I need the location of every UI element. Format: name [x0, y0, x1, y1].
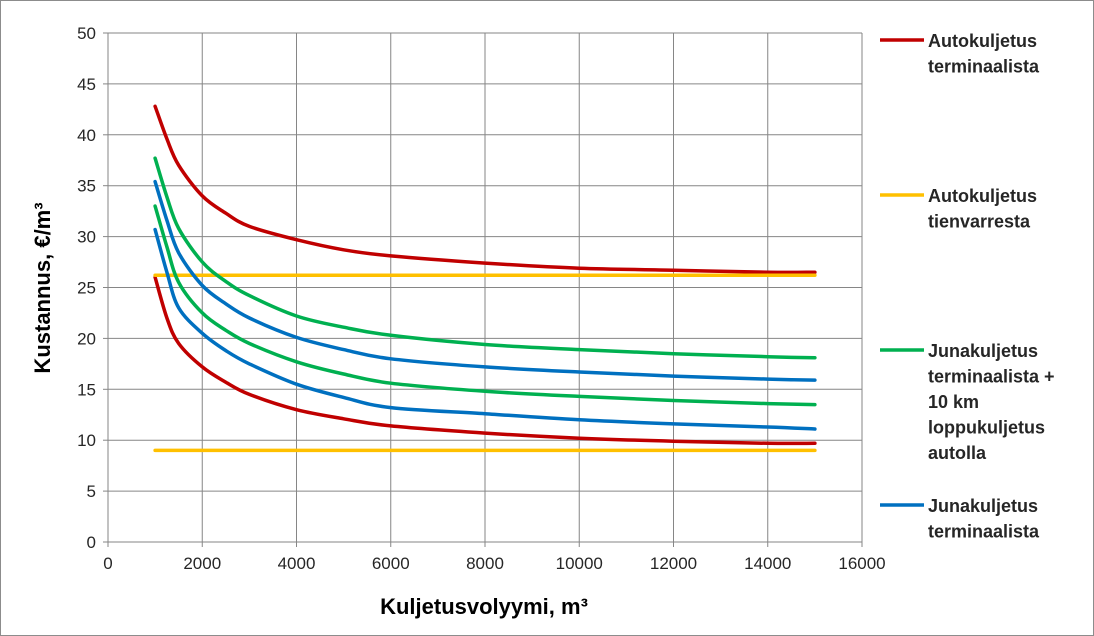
y-tick-label: 20 [77, 329, 96, 348]
y-tick-label: 10 [77, 431, 96, 450]
y-tick-label: 40 [77, 126, 96, 145]
legend-entry-4: Junakuljetus terminaalista [928, 496, 1040, 542]
series-line-1-upper [153, 104, 817, 275]
series-line-4-lower [153, 227, 817, 431]
x-tick-label: 14000 [744, 554, 791, 573]
y-tick-label: 25 [77, 279, 96, 298]
y-tick-label: 35 [77, 177, 96, 196]
x-tick-label: 4000 [278, 554, 316, 573]
y-tick-label: 30 [77, 228, 96, 247]
x-tick-label: 12000 [650, 554, 697, 573]
x-tick-label: 6000 [372, 554, 410, 573]
x-tick-label: 8000 [466, 554, 504, 573]
y-axis-ticks: 0 5 10 15 20 25 30 35 40 45 50 [77, 24, 96, 552]
series-line-4-upper [153, 179, 817, 382]
x-tick-label: 10000 [556, 554, 603, 573]
legend: Autokuljetus terminaalista Autokuljetus tie… [880, 31, 1055, 542]
legend-entry-1: Autokuljetus terminaalista [928, 31, 1040, 77]
series-line-3-lower [153, 204, 817, 407]
legend-entry-2: Autokuljetus tienvarresta [928, 186, 1037, 232]
series-lines [153, 104, 817, 453]
y-tick-label: 0 [87, 533, 96, 552]
legend-entry-3: Junakuljetus terminaalista +10 km loppukul… [928, 341, 1055, 463]
y-axis-title: Kustannus, €/m³ [30, 202, 55, 373]
x-axis-title: Kuljetusvolyymi, m³ [380, 594, 588, 619]
y-tick-label: 50 [77, 24, 96, 43]
grid-lines [108, 32, 863, 542]
x-tick-label: 16000 [838, 554, 885, 573]
series-line-1-lower [153, 275, 817, 446]
x-tick-label: 0 [103, 554, 112, 573]
series-line-3-upper [153, 156, 817, 360]
axes [103, 32, 863, 547]
x-tick-label: 2000 [183, 554, 221, 573]
y-tick-label: 45 [77, 75, 96, 94]
y-tick-label: 15 [77, 380, 96, 399]
x-axis-ticks: 0 2000 4000 6000 8000 10000 12000 14000 16000 [103, 554, 885, 573]
y-tick-label: 5 [87, 482, 96, 501]
